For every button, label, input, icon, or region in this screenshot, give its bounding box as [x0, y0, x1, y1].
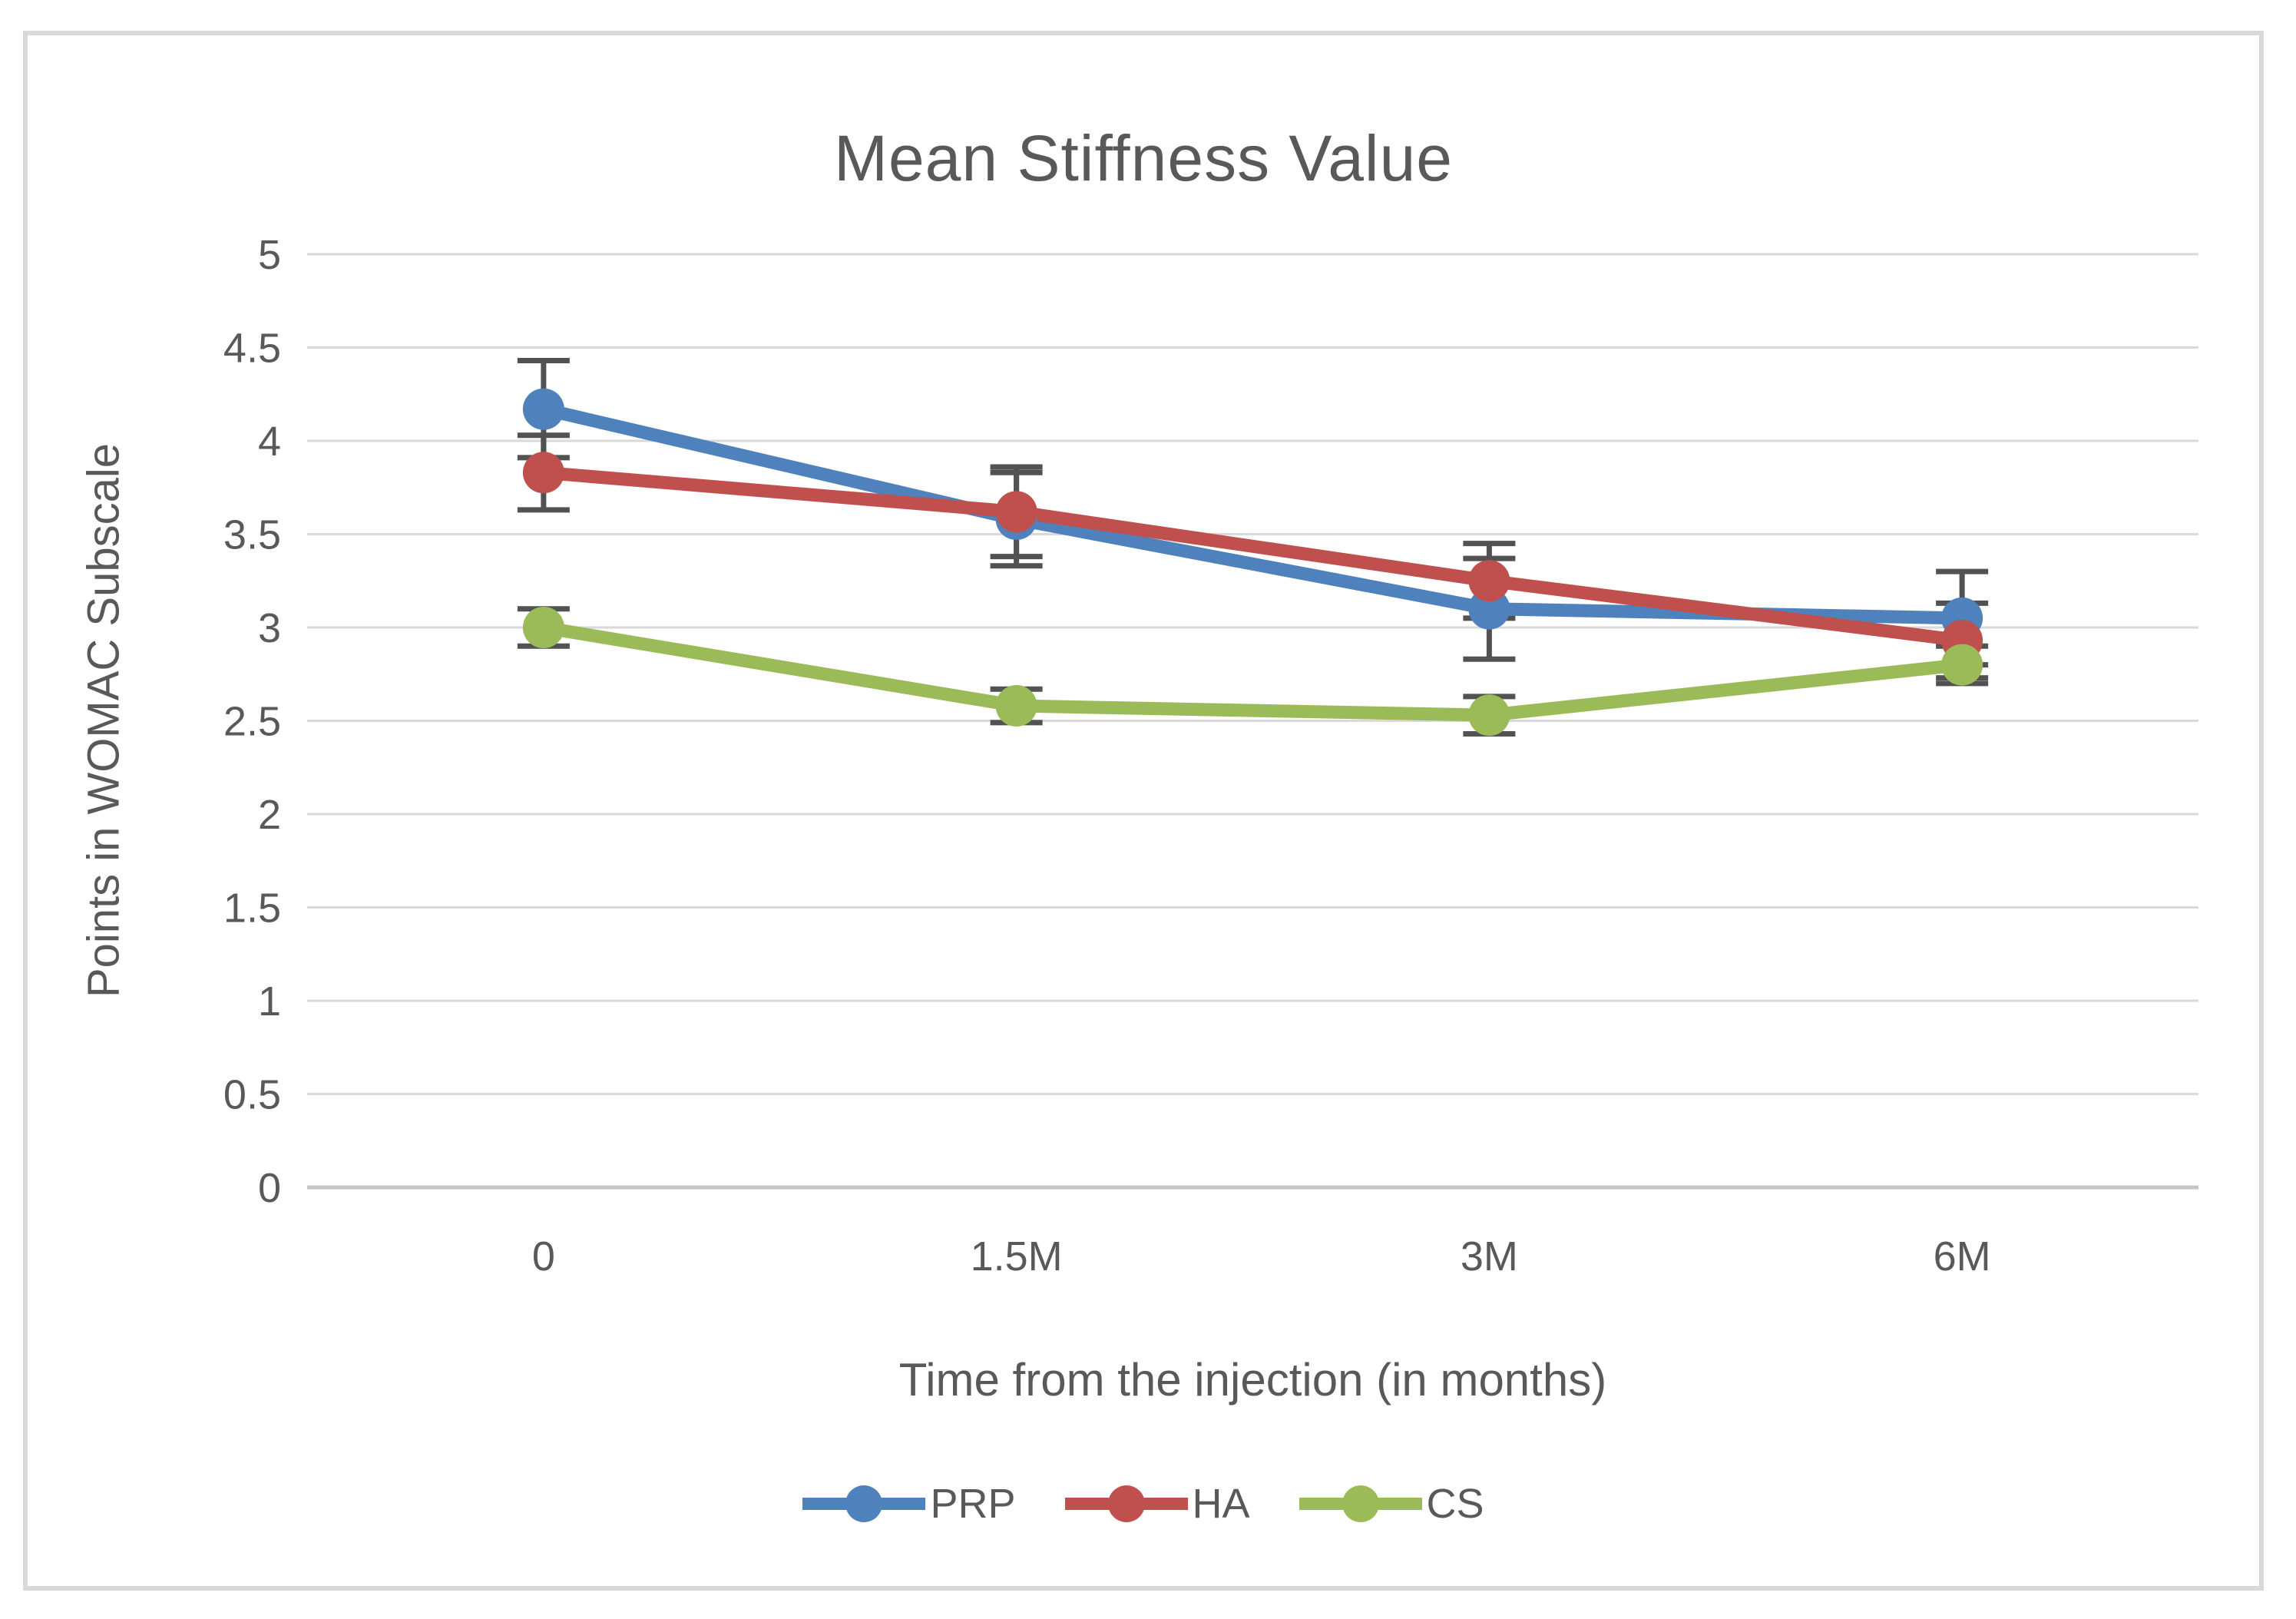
y-tick-label: 3: [258, 605, 281, 651]
y-tick-label: 1.5: [223, 886, 281, 932]
x-tick-label: 1.5M: [971, 1233, 1063, 1280]
y-tick-label: 5: [258, 232, 281, 278]
gridlines: [307, 253, 2198, 1190]
x-tick-label: 6M: [1934, 1233, 1991, 1280]
legend-marker-icon: [1064, 1485, 1188, 1522]
series-HA-error-bars: [517, 432, 1989, 681]
data-point-marker: [522, 452, 564, 494]
x-tick-label: 3M: [1461, 1233, 1518, 1280]
legend-item-CS: CS: [1299, 1479, 1484, 1528]
series-CS-markers: [522, 607, 1983, 737]
legend-label: HA: [1192, 1481, 1250, 1527]
chart-frame: [23, 31, 2264, 1591]
data-point-marker: [995, 491, 1037, 533]
y-tick-label: 1: [258, 978, 281, 1025]
y-tick-label: 4.5: [223, 326, 281, 372]
data-point-marker: [995, 685, 1037, 727]
y-tick-label: 0: [258, 1165, 281, 1211]
legend-marker-icon: [1299, 1485, 1422, 1522]
data-point-marker: [1468, 560, 1510, 602]
x-axis-title: Time from the injection (in months): [898, 1354, 1607, 1405]
legend-item-PRP: PRP: [802, 1479, 1016, 1528]
series-HA-line: [537, 465, 1969, 647]
y-tick-label: 0.5: [223, 1072, 281, 1118]
legend-marker-icon: [802, 1485, 926, 1522]
y-tick-label: 2: [258, 792, 281, 838]
chart-title: Mean Stiffness Value: [833, 122, 1454, 194]
series-CS-line: [537, 621, 1969, 722]
y-tick-label: 3.5: [223, 512, 281, 558]
legend-label: CS: [1426, 1481, 1484, 1527]
x-axis-tick-labels: 0 1.5M 3M 6M: [532, 1233, 1991, 1280]
data-point-marker: [522, 607, 564, 648]
legend-item-HA: HA: [1064, 1479, 1250, 1528]
legend: PRP HA CS: [23, 1479, 2264, 1528]
data-point-marker: [522, 388, 564, 430]
y-axis-tick-labels: 0 0.5 1 1.5 2 2.5 3 3.5 4 4.5 5: [223, 232, 281, 1211]
x-tick-label: 0: [532, 1233, 555, 1280]
y-tick-label: 4: [258, 419, 281, 465]
series-PRP-markers: [522, 388, 1983, 639]
data-point-marker: [1941, 644, 1983, 686]
legend-label: PRP: [930, 1481, 1016, 1527]
y-tick-label: 2.5: [223, 699, 281, 745]
data-point-marker: [1468, 694, 1510, 737]
y-axis-title: Points in WOMAC Subscale: [78, 442, 129, 998]
